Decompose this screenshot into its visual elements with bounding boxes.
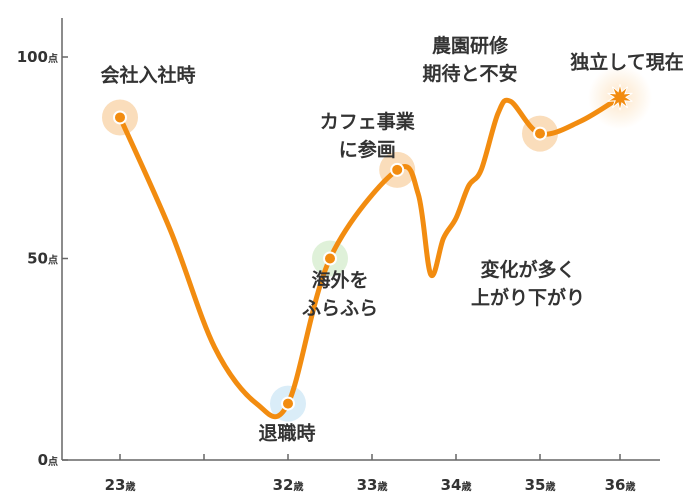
series-layer: [117, 94, 623, 420]
x-tick-label: 32歳: [273, 476, 304, 494]
y-tick-label: 50点: [27, 250, 58, 268]
y-tick-number: 100: [17, 48, 48, 66]
x-tick-number: 34: [441, 476, 462, 494]
data-point-4: [533, 126, 547, 141]
point-label: 退職時: [258, 422, 315, 445]
y-tick-label: 0点: [38, 451, 58, 469]
annotation-label: 上がり下がり: [471, 286, 585, 309]
annotation-label: 変化が多く: [480, 258, 575, 281]
x-tick-number: 35: [525, 476, 546, 494]
y-tick-unit: 点: [48, 455, 58, 468]
data-point-1: [281, 396, 295, 411]
x-tick-label: 36歳: [605, 476, 636, 494]
y-tick-number: 0: [38, 451, 48, 469]
annotation-label: 農園研修: [432, 34, 509, 57]
x-tick-unit: 歳: [625, 480, 635, 493]
y-tick-unit: 点: [48, 254, 58, 267]
points-layer: [113, 84, 633, 411]
x-tick-label: 35歳: [525, 476, 556, 494]
series-line-0: [117, 94, 623, 420]
y-tick-label: 100点: [17, 48, 58, 66]
data-point-0: [113, 110, 127, 125]
point-label: カフェ事業: [320, 110, 416, 133]
x-tick-label: 23歳: [105, 476, 136, 494]
x-tick-number: 36: [605, 476, 626, 494]
x-tick-unit: 歳: [125, 480, 135, 493]
x-tick-unit: 歳: [293, 480, 303, 493]
data-point-3: [390, 162, 405, 177]
data-point-2: [323, 251, 337, 266]
y-tick-unit: 点: [48, 52, 58, 65]
x-tick-number: 33: [357, 476, 378, 494]
y-tick-number: 50: [27, 250, 48, 268]
point-label: 会社入社時: [100, 63, 195, 86]
star-marker: [607, 84, 633, 111]
x-tick-unit: 歳: [545, 480, 555, 493]
x-tick-label: 33歳: [357, 476, 388, 494]
point-label: 独立して現在: [570, 50, 683, 73]
x-tick-number: 23: [105, 476, 126, 494]
point-label: 海外を: [311, 269, 368, 292]
annotation-label: 期待と不安: [422, 62, 517, 85]
point-label: に参画: [339, 138, 396, 161]
x-tick-number: 32: [273, 476, 294, 494]
x-tick-unit: 歳: [461, 480, 471, 493]
x-tick-label: 34歳: [441, 476, 472, 494]
x-tick-unit: 歳: [377, 480, 387, 493]
point-label: ふらふら: [302, 298, 378, 320]
